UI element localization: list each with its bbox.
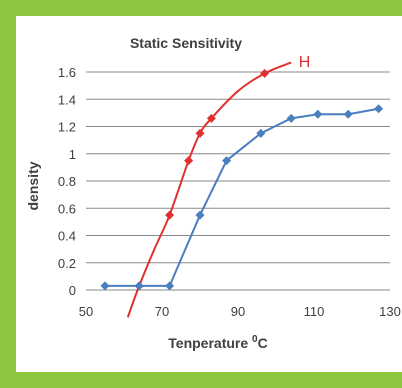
data-point	[165, 281, 175, 291]
y-tick-label: 0	[69, 283, 76, 298]
series-1	[100, 104, 384, 291]
data-point	[222, 156, 232, 166]
x-tick-label: 130	[379, 304, 401, 319]
y-tick-label: 0.6	[58, 201, 76, 216]
x-axis-title-text: Tenperature	[168, 335, 252, 351]
x-tick-label: 70	[155, 304, 169, 319]
y-tick-label: 0.8	[58, 174, 76, 189]
x-axis-title-unit: C	[258, 335, 268, 351]
line-chart: Static Sensitivity 0 0.2 0.4 0.6 0.8 1 1.2 1.4 1…	[25, 35, 401, 351]
data-point	[184, 156, 194, 166]
data-point	[343, 109, 353, 119]
y-tick-label: 0.4	[58, 229, 76, 244]
series-line	[105, 107, 379, 287]
y-tick-label: 1	[69, 147, 76, 162]
data-point	[134, 281, 144, 291]
y-tick-label: 0.2	[58, 256, 76, 271]
chart-title: Static Sensitivity	[130, 35, 242, 51]
chart-frame: Static Sensitivity 0 0.2 0.4 0.6 0.8 1 1.2 1.4 1…	[16, 16, 402, 372]
curve-annotation: H	[299, 54, 311, 71]
data-point	[195, 210, 205, 220]
data-point	[195, 128, 205, 138]
data-point	[165, 210, 175, 220]
data-point	[374, 104, 384, 114]
y-tick-label: 1.4	[58, 92, 76, 107]
x-axis-title: Tenperature 0C	[168, 334, 267, 351]
x-tick-label: 50	[79, 304, 93, 319]
y-tick-label: 1.6	[58, 65, 76, 80]
series-0	[126, 61, 292, 318]
data-point	[313, 109, 323, 119]
data-point	[286, 113, 296, 123]
data-point	[256, 128, 266, 138]
y-axis-title: density	[25, 161, 41, 210]
data-point	[206, 113, 216, 123]
data-point	[260, 68, 270, 78]
x-tick-label: 90	[231, 304, 245, 319]
series-line	[126, 61, 292, 318]
x-tick-label: 110	[304, 304, 325, 319]
x-axis-title-sup: 0	[252, 334, 258, 345]
y-tick-label: 1.2	[58, 120, 76, 135]
data-point	[100, 281, 110, 291]
